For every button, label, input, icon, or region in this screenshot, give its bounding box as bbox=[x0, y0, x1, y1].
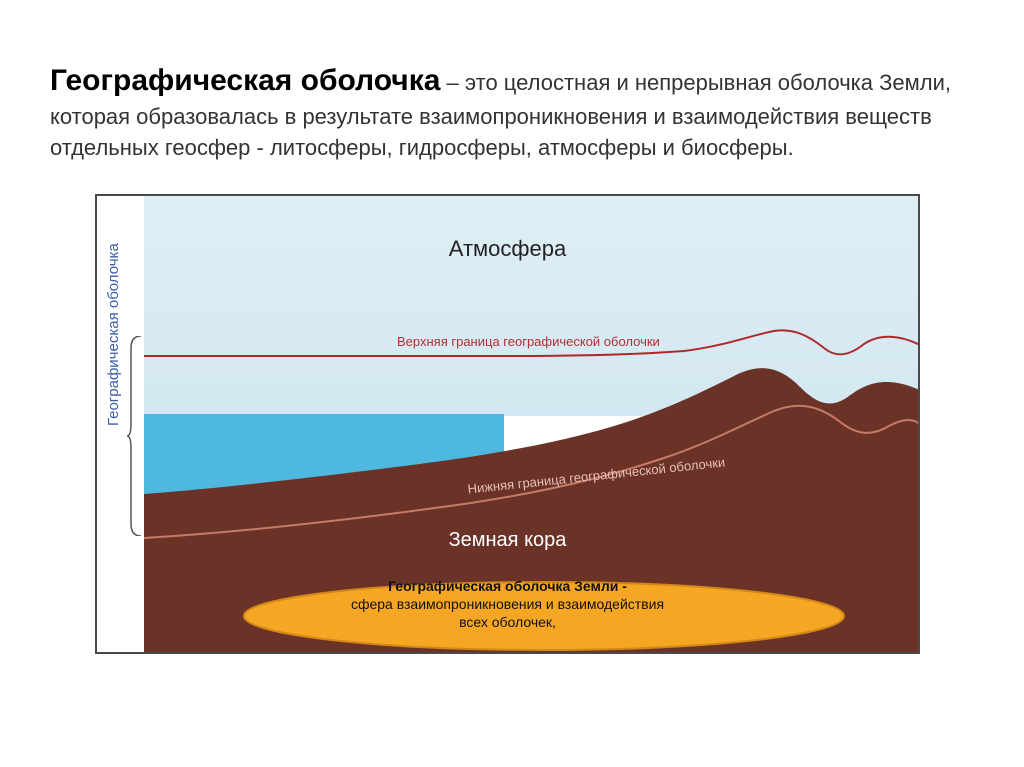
title-text: Географическая оболочка – это целостная … bbox=[50, 60, 974, 164]
oval-line3: всех оболочек, bbox=[459, 614, 556, 630]
atmosphere-label: Атмосфера bbox=[97, 236, 918, 262]
oval-line1: Географическая оболочка Земли - bbox=[388, 578, 627, 594]
crust-label: Земная кора bbox=[97, 529, 918, 552]
vertical-axis-label: Географическая оболочка bbox=[105, 243, 122, 426]
title-block: Географическая оболочка – это целостная … bbox=[50, 60, 974, 164]
oval-line2: сфера взаимопроникновения и взаимодейств… bbox=[351, 596, 664, 612]
oval-caption: Географическая оболочка Земли - сфера вз… bbox=[97, 577, 918, 632]
bracket-icon bbox=[127, 336, 145, 536]
diagram: Географическая оболочка Атмосфера Верхня… bbox=[95, 194, 920, 654]
title-bold: Географическая оболочка bbox=[50, 64, 440, 97]
upper-boundary-label: Верхняя граница географической оболочки bbox=[397, 334, 660, 349]
